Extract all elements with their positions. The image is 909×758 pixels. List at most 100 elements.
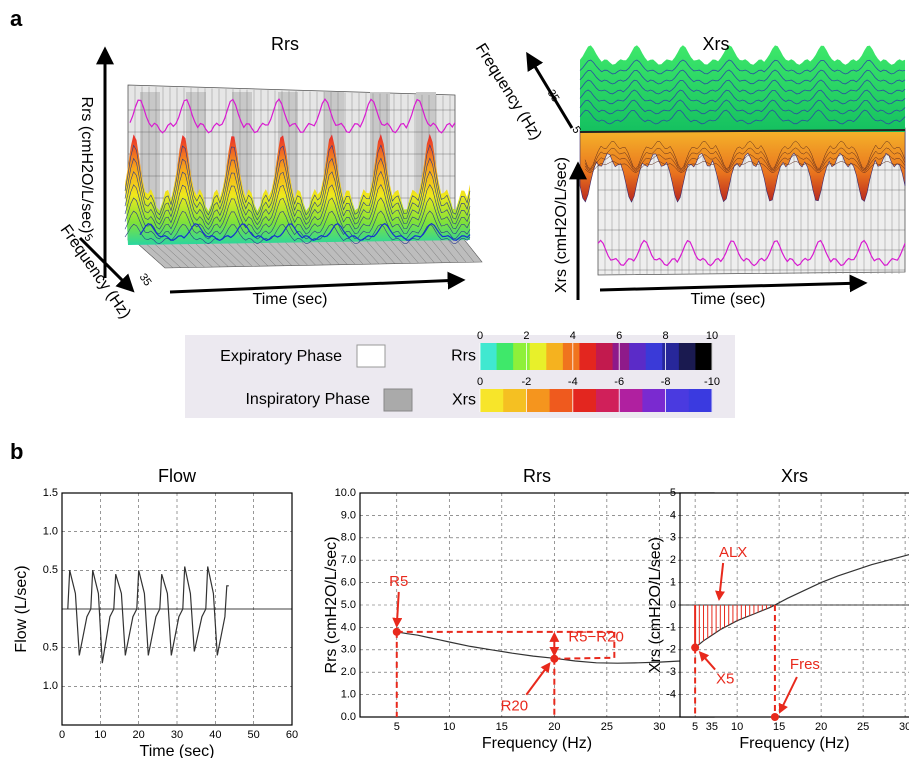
colorbar-tick-label: 10 [706, 330, 718, 342]
surface-edge [579, 129, 906, 133]
annotation-label: Fres [790, 656, 820, 673]
y-tick-label: 0.0 [341, 711, 356, 723]
y-tick-label: 9.0 [341, 509, 356, 521]
surface [125, 134, 470, 245]
surface-contour [124, 157, 471, 221]
colorbar-label: Rrs [451, 348, 476, 365]
x-tick-label: 10 [443, 721, 455, 733]
colorbar-tick-label: 6 [616, 330, 622, 342]
colorbar-tick-label: -8 [661, 376, 671, 388]
time-axis-label: Time (sec) [253, 291, 328, 308]
y-tick-label: -4 [666, 689, 676, 701]
annotation-arrow [698, 651, 716, 671]
colorbar-tick-label: 4 [570, 330, 576, 342]
y-axis-label: Rrs (cmH2O/L/sec) [323, 537, 340, 674]
colorbar-segment [662, 343, 680, 370]
annotation-point [392, 627, 401, 636]
frequency-tick-label: 35 [545, 88, 562, 105]
annotation-point [770, 713, 779, 721]
surface-contour [124, 170, 471, 226]
colorbar-tick-label: -6 [614, 376, 624, 388]
x-tick-label: 50 [248, 729, 260, 741]
colorbar-tick-label: -10 [704, 376, 720, 388]
annotation-arrow [525, 662, 551, 696]
colorbar-segment [612, 343, 630, 370]
colorbar-segment [529, 343, 547, 370]
x-tick-label: 10 [731, 721, 743, 733]
annotation-label: R5−R20 [568, 628, 623, 645]
y-tick-label: 0 [670, 599, 676, 611]
colorbar-tick-label: -2 [522, 376, 532, 388]
y-tick-label: 4 [670, 509, 676, 521]
surface-contour [584, 161, 906, 173]
y-tick-label: -2 [666, 644, 676, 656]
y-tick-label: 5.0 [341, 599, 356, 611]
annotation-label: R5 [389, 573, 408, 590]
y-tick-label: 7.0 [341, 554, 356, 566]
y-tick-label: 1.0 [341, 689, 356, 701]
y-tick-label: 1.0 [43, 680, 58, 692]
colorbar-segment [480, 389, 504, 412]
axis-arrow [169, 271, 466, 294]
colorbar-segment [549, 389, 574, 412]
y-tick-label: 1.5 [43, 487, 58, 499]
surface-contour [579, 69, 906, 85]
annotation-point [550, 654, 559, 663]
colorbar-segment [546, 343, 564, 370]
colorbar-segment [562, 343, 580, 370]
z-axis-label: Xrs (cmH2O/L/sec) [553, 157, 570, 293]
surface-contour [124, 183, 471, 230]
decoration [78, 45, 906, 300]
colorbar-segment [503, 389, 527, 412]
z-axis-label: Rrs (cmH2O/L/sec) [78, 97, 95, 234]
surface-contour [124, 210, 471, 240]
annotation-point [691, 643, 700, 652]
colorbar-segment [642, 389, 667, 412]
y-tick-label: 5 [670, 487, 676, 499]
x-axis-label: Frequency (Hz) [482, 735, 592, 752]
x-tick-label: 30 [653, 721, 665, 733]
axis-arrow [78, 236, 135, 293]
x-tick-label: 20 [548, 721, 560, 733]
y-tick-label: 0.5 [43, 564, 58, 576]
x-tick-label: 5 [394, 721, 400, 733]
annotation-label: R20 [501, 698, 529, 715]
y-tick-label: 3.0 [341, 644, 356, 656]
colorbar-label: Xrs [452, 392, 476, 409]
surface [580, 45, 905, 133]
x-tick-label: 15 [773, 721, 785, 733]
y-axis-label: Flow (L/sec) [13, 565, 30, 652]
colorbar-tick-label: 0 [477, 330, 483, 342]
x-tick-label: 30 [899, 721, 909, 733]
guide-line [554, 656, 615, 660]
wall-trace [129, 98, 456, 134]
x-tick-label: 20 [815, 721, 827, 733]
colorbar-tick-label: 0 [477, 376, 483, 388]
chart-title: Flow [158, 466, 197, 486]
panel-label: a [10, 6, 23, 31]
x-axis-label: Frequency (Hz) [739, 735, 849, 752]
legend-swatch [356, 344, 386, 368]
panel-label: b [10, 439, 23, 464]
colorbar-tick-label: 8 [663, 330, 669, 342]
colorbar-segment [496, 343, 514, 370]
y-tick-label: -3 [666, 666, 676, 678]
x-tick-label: 25 [857, 721, 869, 733]
x-axis-label: Time (sec) [140, 743, 215, 758]
y-tick-label: 10.0 [335, 487, 356, 499]
plot-title: Rrs [271, 34, 299, 54]
colorbar-segment [579, 343, 597, 370]
surface [579, 129, 906, 203]
data-line [396, 631, 712, 664]
colorbar-segment [526, 389, 551, 412]
annotation-label: ALX [719, 544, 747, 561]
frequency-tick-label: 5 [81, 232, 94, 244]
axis-arrow [526, 51, 574, 129]
surface-contour [124, 197, 471, 235]
surface-contour [579, 89, 906, 105]
wall-trace [597, 239, 906, 267]
frequency-axis-label: Frequency (Hz) [57, 222, 134, 322]
surface-contour [584, 140, 906, 170]
